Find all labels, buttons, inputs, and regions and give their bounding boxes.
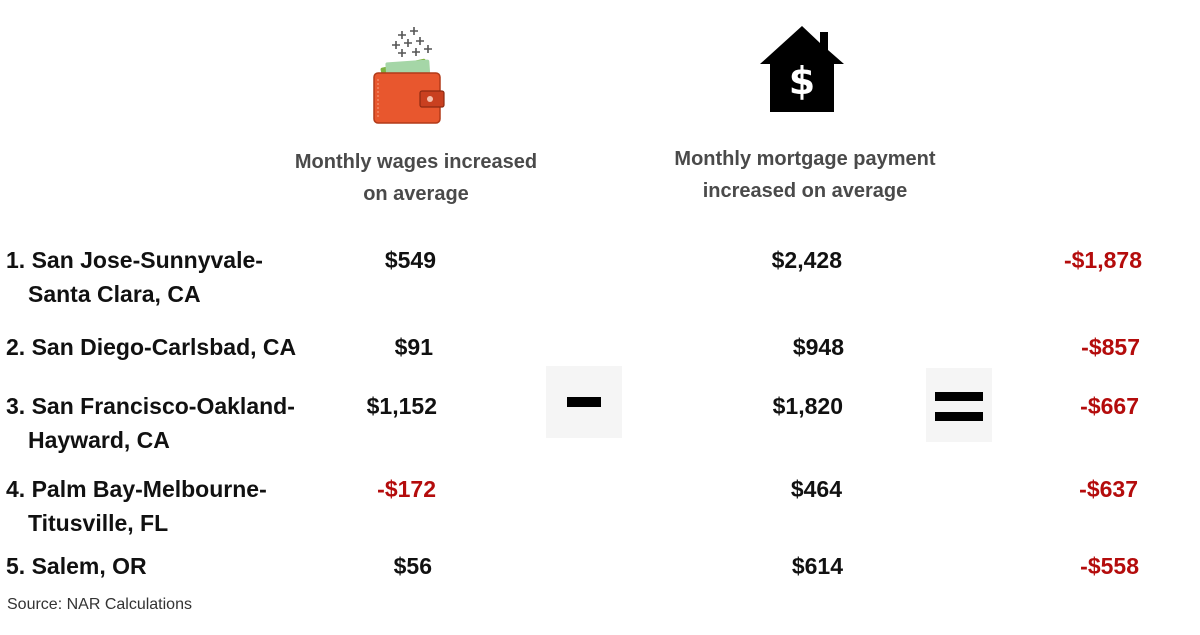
city-name: 5. Salem, OR <box>6 553 147 579</box>
mortgage-value: $614 <box>791 553 843 579</box>
minus-operator <box>546 366 622 438</box>
difference-value: -$637 <box>1079 476 1138 502</box>
table-row: 3. San Francisco-Oakland- Hayward, CA <box>6 389 295 457</box>
wallet-icon <box>368 25 448 125</box>
city-name-line2: Hayward, CA <box>28 427 170 453</box>
house-dollar-icon: $ <box>758 24 846 114</box>
difference-value: -$558 <box>1080 553 1139 579</box>
wages-value: $1,152 <box>366 393 437 419</box>
wages-value: $549 <box>384 247 436 273</box>
source-note: Source: NAR Calculations <box>7 596 192 613</box>
wages-header-line1: Monthly wages increased <box>294 151 538 173</box>
equals-operator <box>926 368 992 442</box>
table-row: 1. San Jose-Sunnyvale- Santa Clara, CA <box>6 243 263 311</box>
city-name: 4. Palm Bay-Melbourne- <box>6 476 267 502</box>
mortgage-header-line2: increased on average <box>702 180 908 202</box>
table-row: 2. San Diego-Carlsbad, CA <box>6 330 296 364</box>
mortgage-value: $948 <box>792 334 844 360</box>
wages-header-line2: on average <box>363 183 469 205</box>
table-row: 5. Salem, OR <box>6 549 147 583</box>
mortgage-header-line1: Monthly mortgage payment <box>674 148 936 170</box>
mortgage-header: Monthly mortgage payment increased on av… <box>640 143 970 207</box>
table-row: 4. Palm Bay-Melbourne- Titusville, FL <box>6 472 267 540</box>
svg-text:$: $ <box>789 59 815 103</box>
city-name-line2: Titusville, FL <box>28 510 169 536</box>
mortgage-value: $1,820 <box>772 393 843 419</box>
wages-value: -$172 <box>377 476 436 502</box>
mortgage-value: $464 <box>790 476 842 502</box>
difference-value: -$1,878 <box>1063 247 1142 273</box>
difference-value: -$667 <box>1080 393 1139 419</box>
mortgage-value: $2,428 <box>771 247 842 273</box>
city-name: 2. San Diego-Carlsbad, CA <box>6 334 297 360</box>
wages-header: Monthly wages increased on average <box>266 146 566 210</box>
wages-value: $56 <box>393 553 432 579</box>
difference-value: -$857 <box>1081 334 1140 360</box>
wages-value: $91 <box>394 334 433 360</box>
city-name: 1. San Jose-Sunnyvale- <box>6 247 263 273</box>
city-name: 3. San Francisco-Oakland- <box>6 393 295 419</box>
city-name-line2: Santa Clara, CA <box>28 281 201 307</box>
